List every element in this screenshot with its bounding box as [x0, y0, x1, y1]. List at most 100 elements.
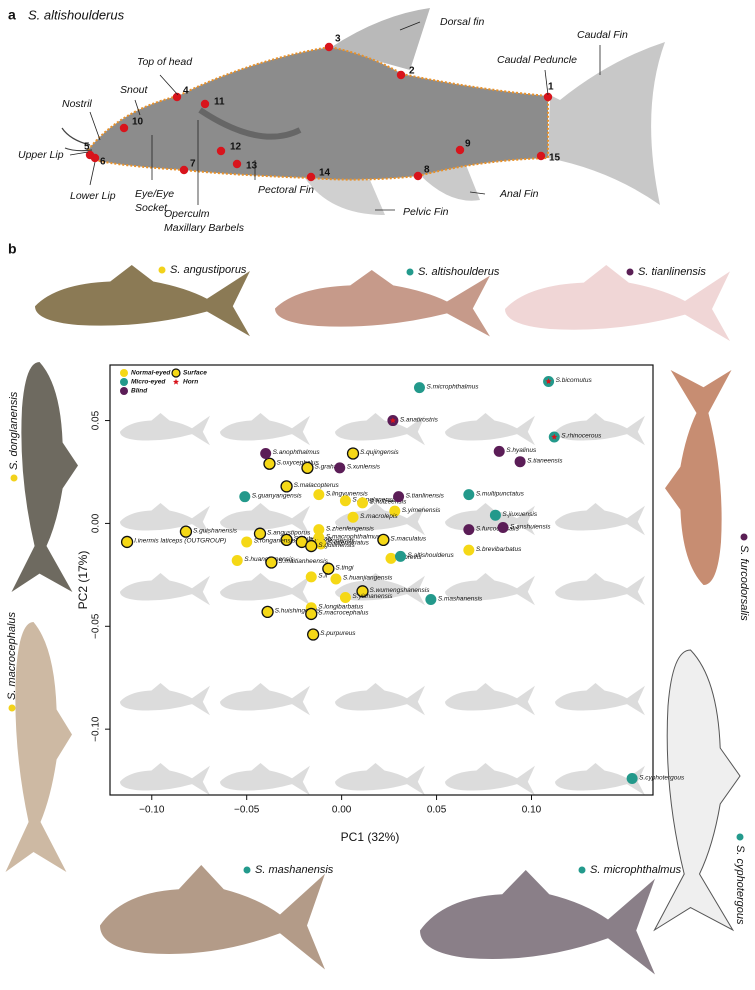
point-label: S.angustiporus	[267, 529, 311, 536]
point-label: S.tianlinensis	[406, 492, 445, 499]
leader-line	[89, 161, 96, 186]
caption-dot	[10, 474, 18, 482]
y-tick-label: 0.00	[91, 513, 102, 533]
photo-caption: S. donglanensis	[8, 391, 20, 482]
landmark-number: 15	[549, 153, 561, 164]
point	[305, 539, 318, 553]
barbels	[61, 127, 93, 152]
point	[394, 550, 406, 562]
fish-body	[88, 47, 548, 180]
point-label: S.cyphotergous	[639, 774, 685, 781]
bg-shape	[120, 503, 210, 536]
point	[356, 585, 369, 598]
part-label: Top of head	[137, 56, 193, 68]
legend-marker	[120, 378, 128, 386]
point-label: S.purpureus	[320, 630, 356, 637]
point	[393, 491, 405, 503]
point	[307, 628, 320, 641]
bg-shape	[555, 763, 645, 796]
photo-caption: S. macrocephalus	[6, 611, 18, 712]
point-label: S.li	[318, 573, 328, 580]
landmark-number: 7	[190, 159, 196, 170]
landmark-number: 6	[100, 157, 106, 168]
landmark	[90, 153, 100, 163]
point-label: S.malacopterus	[294, 482, 340, 489]
caption-dot	[406, 268, 414, 276]
point-label: S.microphthalmus	[426, 383, 479, 390]
point-label: S.tingi	[335, 564, 354, 571]
point-label: I.inermis laticeps (OUTGROUP)	[134, 538, 226, 545]
point-label: S.jiuxuensis	[502, 511, 537, 518]
part-label: Anal Fin	[499, 188, 539, 200]
point	[313, 489, 325, 501]
point-label: S.tianeensis	[527, 457, 563, 464]
landmark-number: 10	[132, 117, 144, 128]
caption-dot	[578, 866, 586, 874]
landmark	[396, 70, 406, 80]
point	[493, 445, 505, 457]
point	[463, 524, 475, 536]
landmark	[179, 165, 189, 175]
caption-dot	[8, 704, 16, 712]
caption: S. donglanensis	[8, 391, 20, 470]
background-shapes	[120, 413, 645, 796]
point-label: S.huizeensis	[370, 499, 408, 506]
fish-photo	[505, 265, 730, 341]
photo-caption: S. angustiporus	[158, 264, 247, 276]
part-label: Dorsal fin	[440, 16, 485, 28]
leader-line	[469, 191, 486, 195]
y-axis-label: PC2 (17%)	[76, 551, 90, 610]
fish-photo	[653, 649, 741, 932]
point-label: S.guilinensis	[318, 542, 355, 549]
point-label: S.macrocephalus	[318, 610, 369, 617]
bg-shape	[445, 683, 535, 716]
point-label: S.qiubeiensis	[294, 536, 333, 543]
bg-shape	[555, 503, 645, 536]
leader-line	[399, 21, 421, 31]
point	[280, 480, 293, 493]
point-label: S.guanyangensis	[252, 492, 303, 499]
point-label: S.anophthalmus	[273, 449, 321, 456]
x-tick-label: −0.10	[139, 805, 165, 816]
caption-dot	[740, 533, 748, 541]
caption-dot	[626, 268, 634, 276]
bg-shape	[335, 683, 425, 716]
point-label: S.yimenensis	[402, 507, 441, 514]
fish-photo	[275, 270, 490, 337]
landmark	[413, 171, 423, 181]
landmark-number: 2	[409, 66, 415, 77]
photo-caption: S. mashanensis	[243, 864, 334, 876]
landmark	[306, 172, 316, 182]
bg-shape	[555, 413, 645, 446]
bg-shape	[445, 413, 535, 446]
point	[463, 544, 475, 556]
bg-shape	[335, 413, 425, 446]
fish-photo	[35, 265, 250, 337]
point	[305, 607, 318, 621]
landmark-number: 13	[246, 161, 258, 172]
point-label: S.lateristriatus	[328, 540, 370, 547]
point	[357, 497, 369, 509]
part-label: Socket	[135, 202, 168, 214]
point-label: S.xunlensis	[347, 464, 381, 471]
landmark	[119, 123, 129, 133]
point	[322, 562, 335, 575]
panel-label: a	[8, 7, 16, 23]
point	[261, 605, 274, 619]
part-label: Nostril	[62, 98, 92, 110]
legend-label: Horn	[183, 379, 198, 386]
fish-photo	[420, 870, 655, 975]
y-tick-label: 0.05	[91, 410, 102, 430]
point	[179, 525, 193, 538]
part-label: Pelvic Fin	[403, 206, 449, 218]
bg-shape	[220, 503, 310, 536]
legend-marker	[120, 387, 128, 395]
leader-line	[89, 111, 101, 141]
bg-shape	[445, 763, 535, 796]
point	[377, 533, 390, 547]
caption: S. cyphotergous	[734, 845, 746, 925]
bg-shape	[220, 763, 310, 796]
y-tick-label: −0.10	[91, 716, 102, 742]
point-label: S.ronganensis	[254, 538, 296, 545]
